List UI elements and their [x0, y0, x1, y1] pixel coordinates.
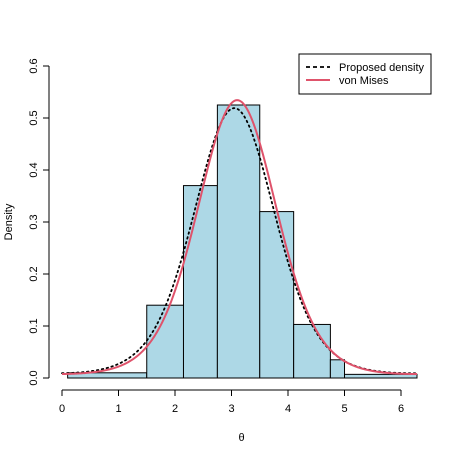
x-axis: 0 1 2 3 4 5 6: [59, 389, 404, 415]
density-curves: [61, 99, 418, 375]
x-tick-label: 5: [341, 403, 347, 415]
density-curve-2: [61, 99, 418, 375]
histogram-bar-4: [216, 104, 261, 379]
y-tick-label: 0.1: [28, 318, 40, 333]
histogram-bar-5: [259, 211, 295, 379]
y-tick-label: 0.2: [28, 266, 40, 281]
x-axis-label: θ: [238, 432, 244, 444]
x-tick-label: 2: [172, 403, 178, 415]
legend-label-2: von Mises: [339, 75, 389, 87]
histogram-bar-3: [182, 185, 218, 379]
y-tick-label: 0.6: [28, 58, 40, 73]
density-curve-1: [61, 107, 418, 375]
y-axis: 0.0 0.1 0.2 0.3 0.4 0.5 0.6: [28, 58, 50, 386]
y-tick-label: 0.5: [28, 110, 40, 125]
histogram-bar-7: [329, 359, 346, 379]
histogram-bar-6: [293, 323, 331, 379]
histogram-bar-8: [344, 373, 418, 379]
y-tick-label: 0.3: [28, 214, 40, 229]
x-tick-label: 0: [59, 403, 65, 415]
y-axis-label: Density: [3, 203, 15, 240]
histogram-bars: [67, 104, 418, 379]
x-tick-label: 3: [228, 403, 234, 415]
x-tick-label: 4: [285, 403, 291, 415]
x-tick-label: 1: [115, 403, 121, 415]
y-tick-label: 0.0: [28, 370, 40, 385]
legend-box: [298, 53, 432, 95]
x-tick-label: 6: [398, 403, 404, 415]
y-tick-label: 0.4: [28, 162, 40, 177]
legend-label-1: Proposed density: [339, 62, 424, 74]
